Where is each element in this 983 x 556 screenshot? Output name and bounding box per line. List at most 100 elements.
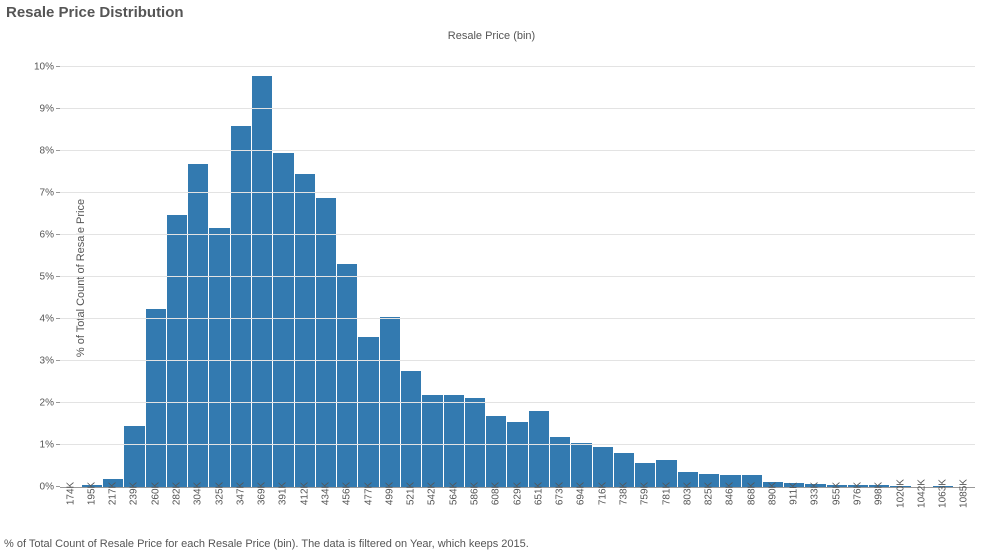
gridline xyxy=(60,192,975,193)
x-tick-label: 499K xyxy=(384,482,395,505)
bar xyxy=(146,309,166,488)
y-tick-label: 2% xyxy=(40,398,54,409)
y-tick-label: 5% xyxy=(40,272,54,283)
bar-slot xyxy=(911,46,932,487)
bar-slot xyxy=(422,46,443,487)
x-tick-label: 564K xyxy=(448,482,459,505)
x-tick-label: 347K xyxy=(235,482,246,505)
bar xyxy=(209,228,229,487)
y-tick-label: 4% xyxy=(40,314,54,325)
bar-slot xyxy=(954,46,975,487)
x-tick-label: 195K xyxy=(86,482,97,505)
x-label-slot: 347K xyxy=(230,488,251,532)
x-label-slot: 282K xyxy=(166,488,187,532)
bar-slot xyxy=(103,46,124,487)
x-tick-label: 239K xyxy=(129,482,140,505)
x-tick-label: 716K xyxy=(597,482,608,505)
x-label-slot: 239K xyxy=(124,488,145,532)
bar xyxy=(295,174,315,487)
bar-slot xyxy=(188,46,209,487)
bars-group xyxy=(60,46,975,487)
x-tick-label: 412K xyxy=(299,482,310,505)
x-tick-label: 477K xyxy=(363,482,374,505)
bar-slot xyxy=(315,46,336,487)
x-label-slot: 174K xyxy=(60,488,81,532)
x-tick-label: 976K xyxy=(853,482,864,505)
gridline xyxy=(60,234,975,235)
y-tick-label: 10% xyxy=(34,62,54,73)
bar-slot xyxy=(528,46,549,487)
x-label-slot: 759K xyxy=(635,488,656,532)
x-tick-label: 434K xyxy=(321,482,332,505)
bar-slot xyxy=(933,46,954,487)
y-tick-mark xyxy=(56,276,60,277)
x-label-slot: 933K xyxy=(805,488,826,532)
x-label-slot: 1063K xyxy=(933,488,954,532)
chart-title: Resale Price Distribution xyxy=(6,4,184,21)
bar-slot xyxy=(443,46,464,487)
gridline xyxy=(60,108,975,109)
x-label-slot: 499K xyxy=(379,488,400,532)
x-label-slot: 456K xyxy=(337,488,358,532)
bar-slot xyxy=(337,46,358,487)
bar-slot xyxy=(166,46,187,487)
y-tick-mark xyxy=(56,486,60,487)
bar xyxy=(444,395,464,487)
x-label-slot: 521K xyxy=(401,488,422,532)
x-axis-labels: 174K195K217K239K260K282K304K325K347K369K… xyxy=(60,488,975,532)
bar-slot xyxy=(592,46,613,487)
x-label-slot: 738K xyxy=(613,488,634,532)
bar-slot xyxy=(145,46,166,487)
x-label-slot: 1042K xyxy=(911,488,932,532)
bar xyxy=(167,215,187,487)
x-label-slot: 1085K xyxy=(954,488,975,532)
y-tick-mark xyxy=(56,150,60,151)
x-label-slot: 586K xyxy=(464,488,485,532)
bar xyxy=(529,411,549,487)
x-tick-label: 933K xyxy=(810,482,821,505)
bar xyxy=(401,371,421,487)
x-label-slot: 477K xyxy=(358,488,379,532)
x-label-slot: 846K xyxy=(720,488,741,532)
x-label-slot: 890K xyxy=(762,488,783,532)
x-tick-label: 1042K xyxy=(916,479,927,508)
x-tick-label: 1063K xyxy=(938,479,949,508)
x-label-slot: 911K xyxy=(784,488,805,532)
x-tick-label: 629K xyxy=(512,482,523,505)
y-tick-mark xyxy=(56,360,60,361)
x-tick-label: 694K xyxy=(576,482,587,505)
bar-slot xyxy=(571,46,592,487)
y-tick-label: 7% xyxy=(40,188,54,199)
x-tick-label: 738K xyxy=(618,482,629,505)
gridline xyxy=(60,66,975,67)
x-label-slot: 542K xyxy=(422,488,443,532)
x-tick-label: 260K xyxy=(150,482,161,505)
x-tick-label: 456K xyxy=(342,482,353,505)
bar-slot xyxy=(252,46,273,487)
x-tick-label: 890K xyxy=(767,482,778,505)
x-label-slot: 369K xyxy=(252,488,273,532)
x-tick-label: 282K xyxy=(172,482,183,505)
bar xyxy=(422,395,442,487)
x-label-slot: 608K xyxy=(486,488,507,532)
gridline xyxy=(60,444,975,445)
gridline xyxy=(60,402,975,403)
chart-subtitle: Resale Price (bin) xyxy=(0,30,983,42)
x-label-slot: 195K xyxy=(81,488,102,532)
y-tick-mark xyxy=(56,444,60,445)
bar-slot xyxy=(784,46,805,487)
bar-slot xyxy=(81,46,102,487)
x-label-slot: 651K xyxy=(528,488,549,532)
y-tick-label: 3% xyxy=(40,356,54,367)
bar-slot xyxy=(464,46,485,487)
bar-slot xyxy=(358,46,379,487)
bar-slot xyxy=(486,46,507,487)
bar-slot xyxy=(805,46,826,487)
bar xyxy=(486,416,506,487)
x-label-slot: 412K xyxy=(294,488,315,532)
bar-slot xyxy=(635,46,656,487)
y-tick-label: 1% xyxy=(40,440,54,451)
x-tick-label: 803K xyxy=(682,482,693,505)
x-label-slot: 391K xyxy=(273,488,294,532)
x-tick-label: 542K xyxy=(427,482,438,505)
